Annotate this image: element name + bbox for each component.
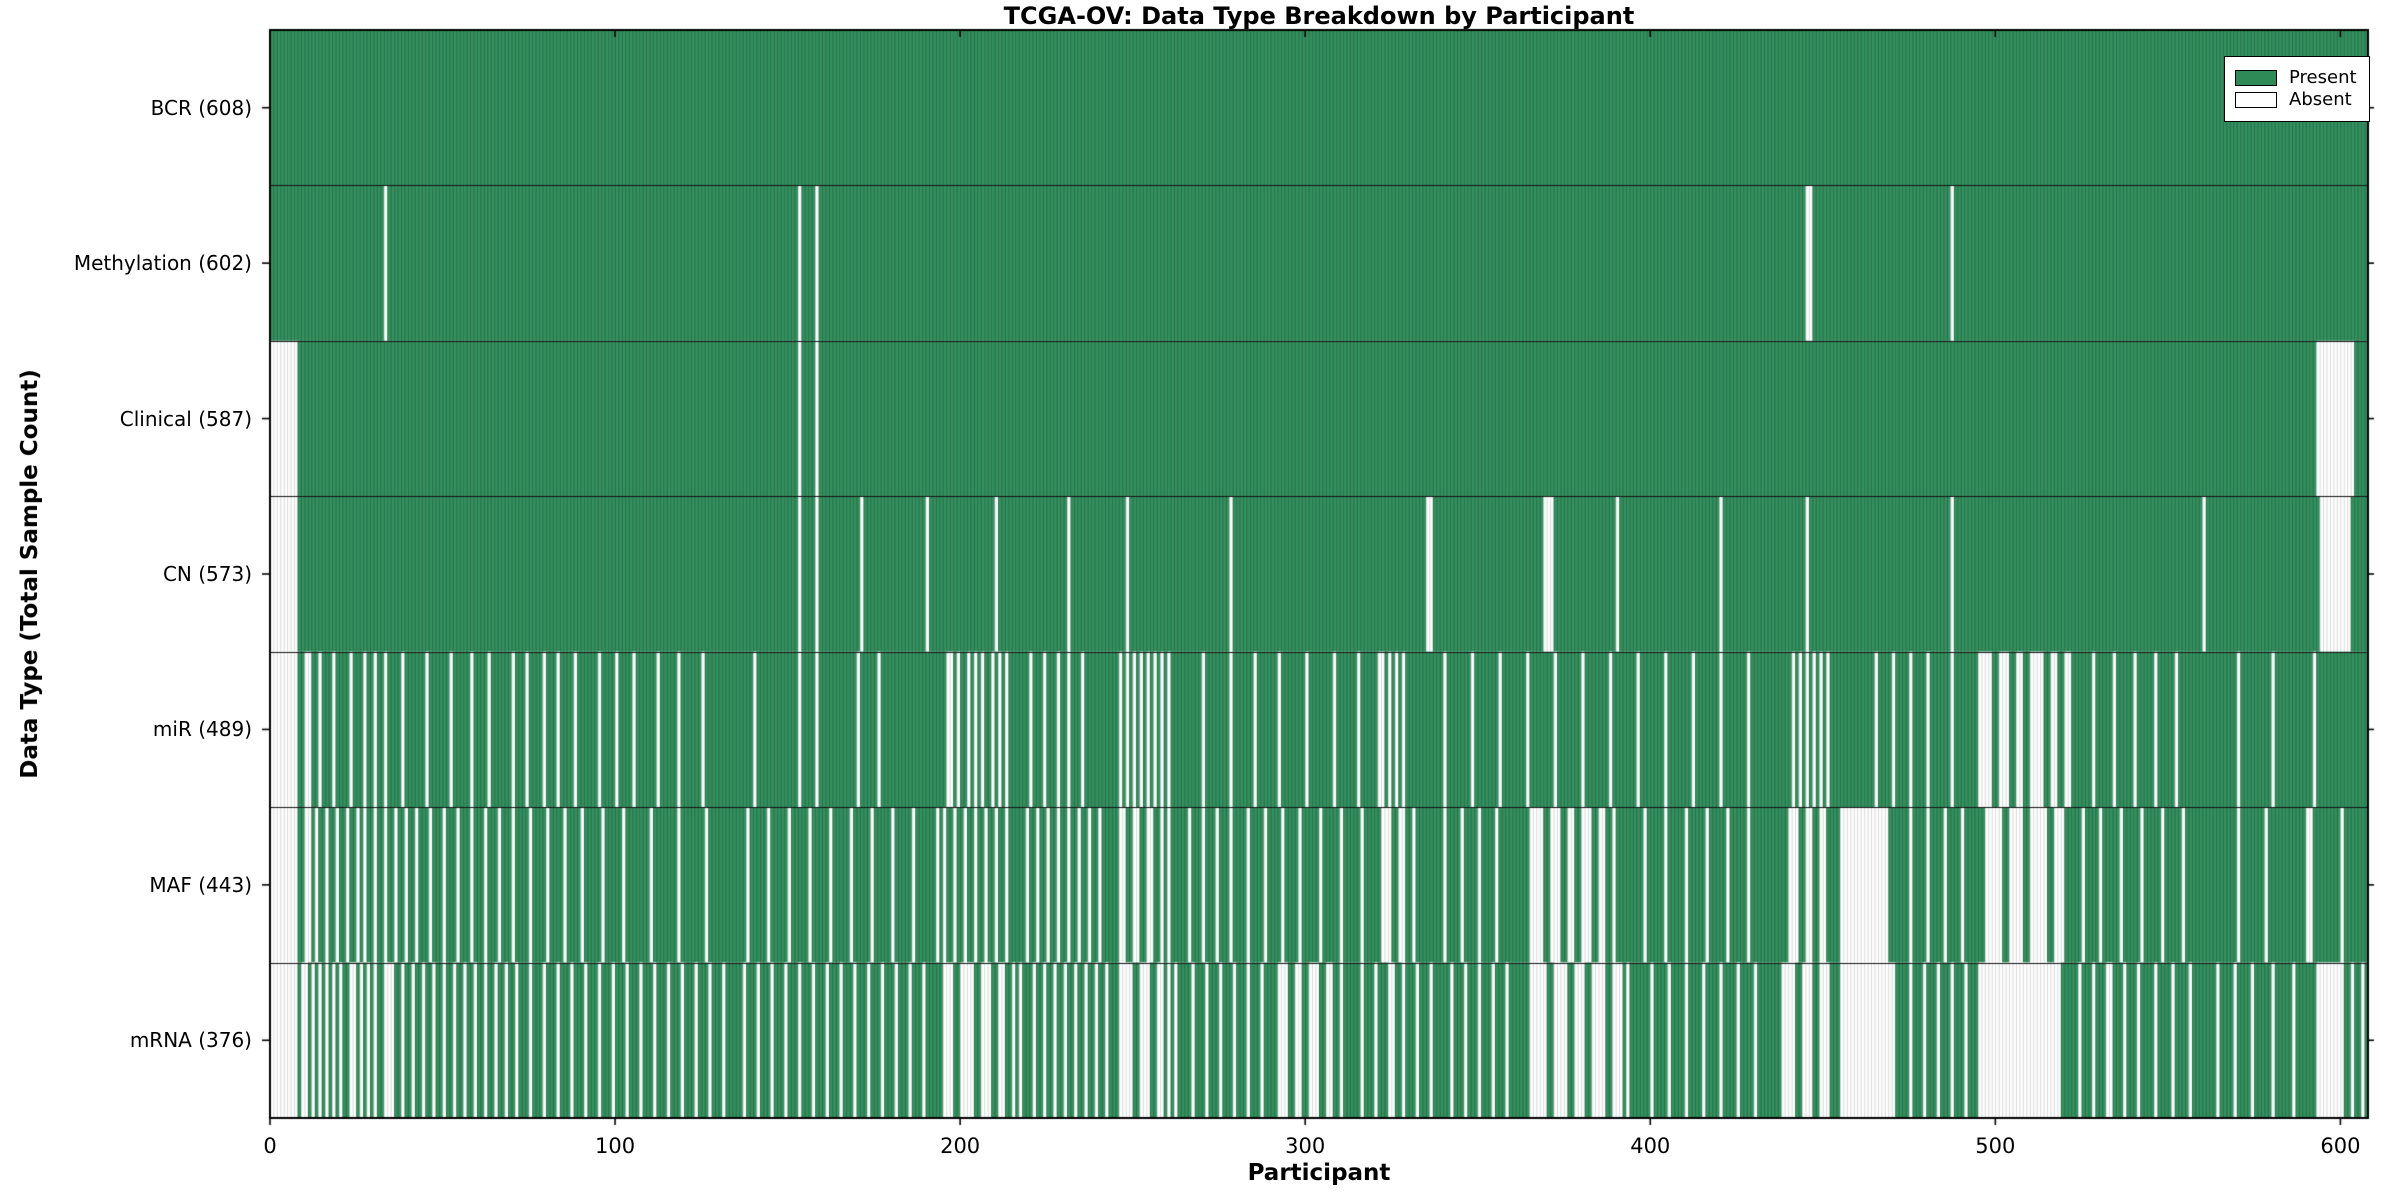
legend-present-swatch <box>2235 70 2277 86</box>
x-axis-label: Participant <box>1247 1160 1391 1186</box>
legend-entry-present: Present <box>2235 69 2359 87</box>
legend-absent-label: Absent <box>2289 89 2352 110</box>
row-label-mRNA: mRNA (376) <box>129 1028 252 1053</box>
x-tick-label: 200 <box>940 1134 981 1158</box>
row-label-Clinical: Clinical (587) <box>119 406 252 431</box>
chart-title: TCGA-OV: Data Type Breakdown by Particip… <box>1003 2 1635 30</box>
x-tick-label: 600 <box>2320 1134 2361 1158</box>
x-tick-label: 400 <box>1630 1134 1671 1158</box>
legend-present-label: Present <box>2289 67 2357 88</box>
legend-entry-absent: Absent <box>2235 91 2359 109</box>
row-label-Methylation: Methylation (602) <box>73 251 252 276</box>
x-tick-label: 0 <box>263 1134 277 1158</box>
legend-absent-swatch <box>2235 92 2277 108</box>
row-label-BCR: BCR (608) <box>150 95 252 120</box>
row-label-MAF: MAF (443) <box>149 872 252 897</box>
row-label-miR: miR (489) <box>152 717 252 742</box>
row-label-CN: CN (573) <box>162 562 252 586</box>
x-tick-label: 100 <box>595 1134 636 1158</box>
legend: Present Absent <box>2224 56 2370 122</box>
x-tick-label: 500 <box>1975 1134 2016 1158</box>
x-tick-label: 300 <box>1285 1134 1326 1158</box>
